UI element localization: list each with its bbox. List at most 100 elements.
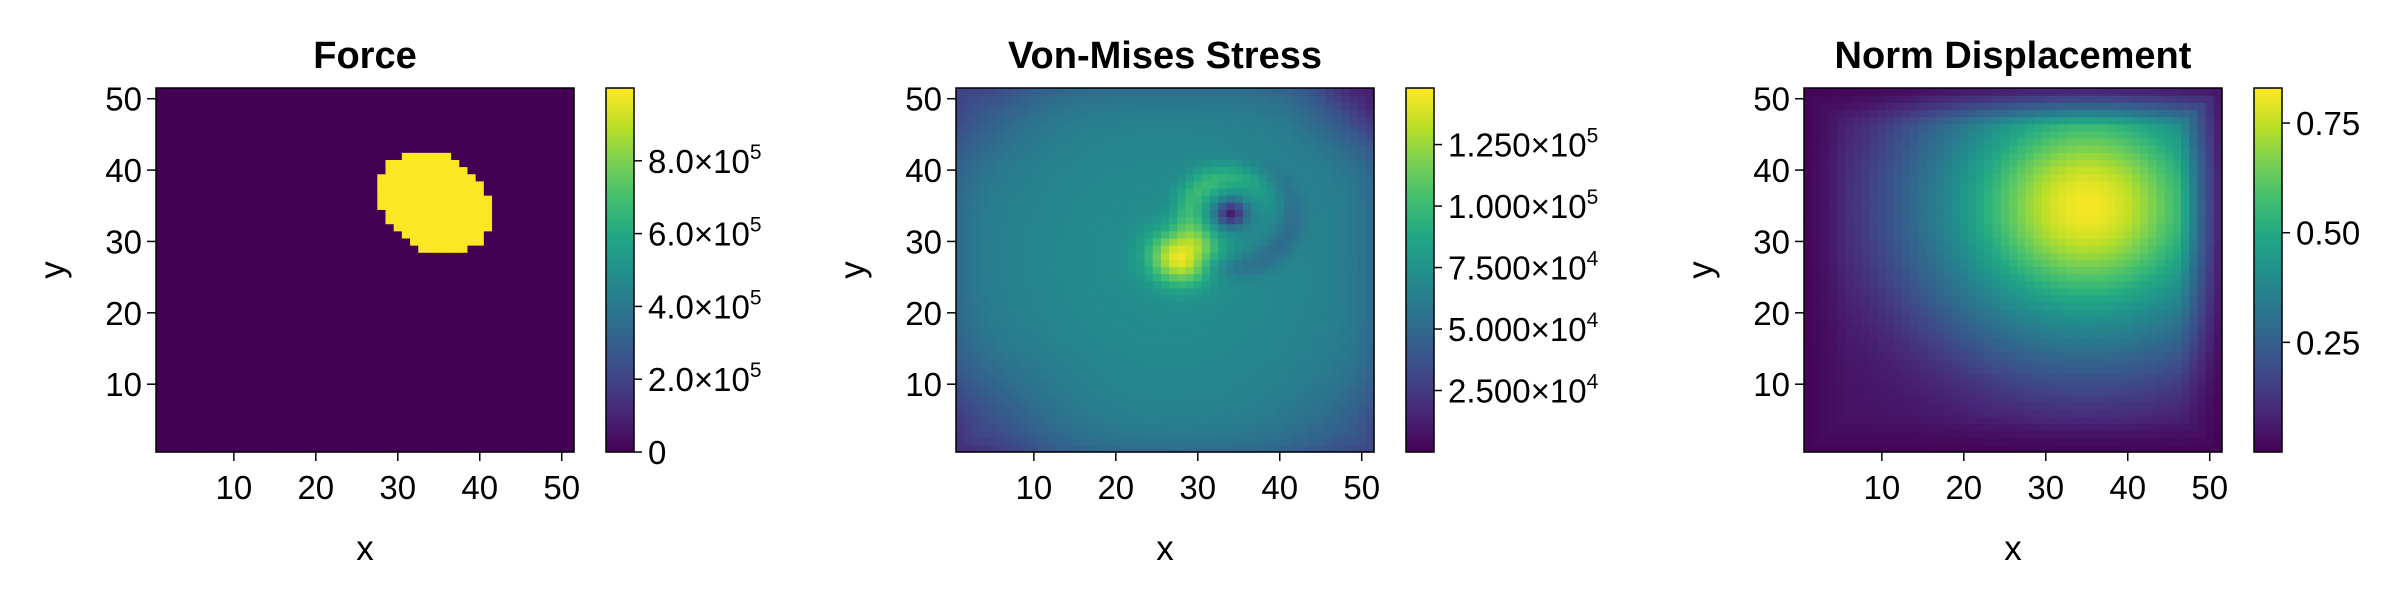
heatmap-cell [246, 95, 255, 103]
heatmap-cell [484, 402, 493, 410]
heatmap-cell [377, 188, 386, 196]
heatmap-cell [1276, 238, 1285, 246]
colorbar-tick-label: 4.0×105 [648, 286, 762, 325]
heatmap-cell [238, 88, 247, 96]
heatmap-cell [484, 381, 493, 389]
heatmap-cell [549, 167, 558, 175]
heatmap-cell [1284, 438, 1293, 446]
heatmap-cell [525, 209, 534, 217]
heatmap-cell [1243, 209, 1252, 217]
heatmap-cell [402, 324, 411, 332]
heatmap-cell [172, 331, 181, 339]
heatmap-cell [1251, 159, 1260, 167]
heatmap-cell [1194, 395, 1203, 403]
heatmap-cell [1300, 188, 1309, 196]
heatmap-cell [394, 438, 403, 446]
colorbar-segment [606, 420, 634, 425]
heatmap-cell [1267, 202, 1276, 210]
heatmap-cell [197, 266, 206, 274]
heatmap-cell [246, 195, 255, 203]
heatmap-cell [1276, 395, 1285, 403]
heatmap-cell [295, 324, 304, 332]
heatmap-cell [156, 309, 165, 317]
heatmap-cell [369, 309, 378, 317]
heatmap-cell [1046, 274, 1055, 282]
heatmap-cell [549, 302, 558, 310]
heatmap-cell [377, 181, 386, 189]
heatmap-cell [981, 152, 990, 160]
heatmap-cell [451, 373, 460, 381]
heatmap-cell [435, 159, 444, 167]
heatmap-cell [451, 231, 460, 239]
heatmap-cell [558, 381, 567, 389]
colorbar-segment [606, 165, 634, 170]
heatmap-cell [246, 238, 255, 246]
heatmap-cell [418, 423, 427, 431]
heatmap-cell [189, 345, 198, 353]
heatmap-cell [295, 88, 304, 96]
heatmap-cell [263, 324, 272, 332]
heatmap-cell [328, 345, 337, 353]
heatmap-cell [263, 395, 272, 403]
heatmap-cell [1276, 245, 1285, 253]
heatmap-cell [956, 281, 965, 289]
heatmap-cell [1243, 331, 1252, 339]
heatmap-cell [508, 188, 517, 196]
heatmap-cell [1317, 159, 1326, 167]
heatmap-cell [394, 345, 403, 353]
heatmap-cell [1005, 438, 1014, 446]
heatmap-cell [517, 224, 526, 232]
heatmap-cell [1341, 259, 1350, 267]
heatmap-cell [981, 238, 990, 246]
heatmap-cell [467, 209, 476, 217]
heatmap-cell [328, 195, 337, 203]
heatmap-cell [1300, 281, 1309, 289]
heatmap-cell [1169, 402, 1178, 410]
heatmap-cell [1259, 373, 1268, 381]
heatmap-cell [1235, 274, 1244, 282]
heatmap-cell [328, 109, 337, 117]
heatmap-cell [1022, 245, 1031, 253]
heatmap-cell [1120, 388, 1129, 396]
heatmap-cell [1095, 245, 1104, 253]
heatmap-cell [1194, 423, 1203, 431]
heatmap-cell [197, 373, 206, 381]
heatmap-cell [1169, 231, 1178, 239]
heatmap-cell [197, 302, 206, 310]
heatmap-cell [1341, 373, 1350, 381]
heatmap-cell [1161, 345, 1170, 353]
heatmap-cell [377, 174, 386, 182]
heatmap-cell [1276, 167, 1285, 175]
heatmap-cell [997, 438, 1006, 446]
heatmap-cell [189, 324, 198, 332]
heatmap-cell [426, 266, 435, 274]
heatmap-cell [1136, 131, 1145, 139]
heatmap-cell [533, 181, 542, 189]
heatmap-cell [353, 388, 362, 396]
heatmap-cell [1120, 138, 1129, 146]
heatmap-cell [1161, 159, 1170, 167]
heatmap-cell [451, 316, 460, 324]
heatmap-cell [1153, 288, 1162, 296]
heatmap-cell [1276, 195, 1285, 203]
heatmap-cell [1005, 338, 1014, 346]
heatmap-cell [320, 352, 329, 360]
heatmap-cell [476, 266, 485, 274]
heatmap-cell [1292, 281, 1301, 289]
heatmap-cell [1104, 416, 1113, 424]
heatmap-cell [385, 181, 394, 189]
heatmap-cell [1022, 381, 1031, 389]
heatmap-cell [213, 231, 222, 239]
heatmap-cell [1349, 309, 1358, 317]
heatmap-cell [263, 88, 272, 96]
colorbar-segment [606, 323, 634, 328]
heatmap-cell [1161, 431, 1170, 439]
heatmap-cell [353, 167, 362, 175]
heatmap-cell [1128, 202, 1137, 210]
heatmap-cell [1005, 431, 1014, 439]
heatmap-cell [1046, 416, 1055, 424]
heatmap-cell [467, 238, 476, 246]
heatmap-cell [1005, 231, 1014, 239]
heatmap-cell [1112, 202, 1121, 210]
heatmap-cell [410, 295, 419, 303]
